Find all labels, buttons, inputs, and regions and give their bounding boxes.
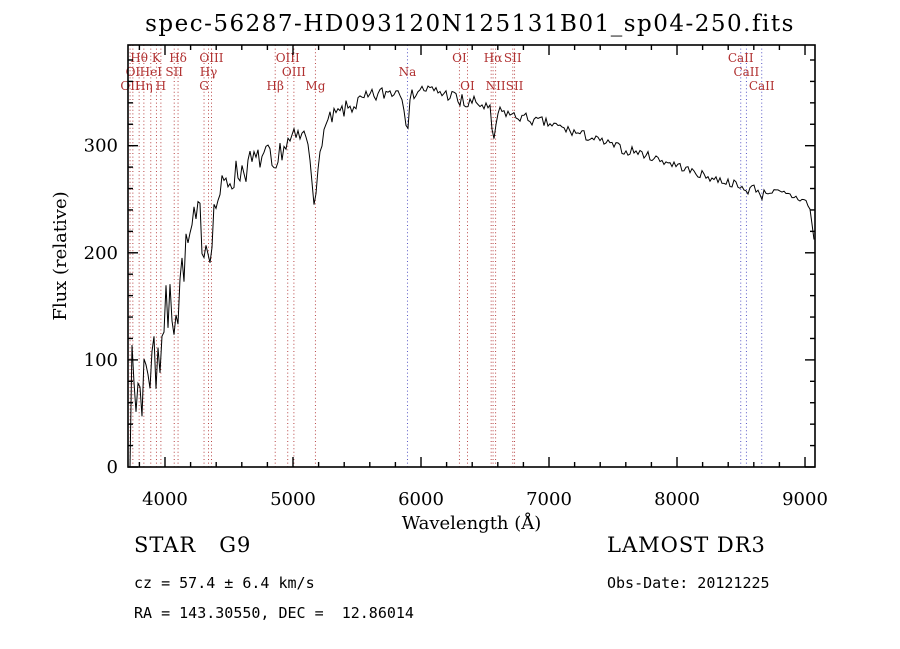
spectral-line-label: OIII [276, 51, 300, 65]
y-tick-label: 300 [84, 136, 118, 157]
spectral-line-label: SII [165, 65, 183, 79]
spectral-line-label: Hβ [267, 79, 284, 93]
spectral-line-label: Hη [135, 79, 153, 93]
y-tick-label: 100 [84, 350, 118, 371]
spectral-line-label: Hδ [169, 51, 187, 65]
spectral-line-label: K [152, 51, 162, 65]
spectral-line-label: SII [504, 51, 522, 65]
spectral-lines [129, 45, 763, 467]
x-tick-label: 9000 [782, 489, 828, 510]
spectral-line-label: SII [506, 79, 524, 93]
spectral-line-label: H [156, 79, 166, 93]
x-tick-label: 4000 [142, 489, 188, 510]
spectral-line-label: Hθ [130, 51, 148, 65]
x-tick-label: 7000 [526, 489, 572, 510]
spectral-line-label: NII [486, 79, 506, 93]
ra-dec-text: RA = 143.30550, DEC = 12.86014 [134, 604, 414, 622]
spectral-line-label: Hα [484, 51, 503, 65]
classification-text: STAR G9 [134, 533, 252, 557]
plot-frame [127, 44, 816, 468]
y-axis-label: Flux (relative) [50, 191, 71, 320]
x-axis-label: Wavelength (Å) [402, 512, 542, 534]
redshift-velocity-text: cz = 57.4 ± 6.4 km/s [134, 574, 315, 592]
spectral-line-label: Hγ [200, 65, 218, 79]
survey-release-text: LAMOST DR3 [607, 533, 766, 557]
spectral-line-label: Na [399, 65, 417, 79]
spectral-line-label: CaII [728, 51, 754, 65]
spectral-line-label: OI [460, 79, 475, 93]
figure-title: spec-56287-HD093120N125131B01_sp04-250.f… [145, 11, 795, 37]
x-tick-label: 5000 [270, 489, 316, 510]
y-tick-label: 0 [107, 457, 118, 478]
obs-date-text: Obs-Date: 20121225 [607, 574, 770, 592]
spectral-line-label: G [199, 79, 209, 93]
spectral-line-label: OII [120, 79, 140, 93]
spectral-line-label: CaII [749, 79, 775, 93]
x-tick-label: 8000 [654, 489, 700, 510]
spectral-line-label: OIII [199, 51, 223, 65]
spectral-line-label: HeI [140, 65, 163, 79]
spectral-line-label: Mg [305, 79, 325, 93]
axes: 4000 5000 6000 7000 8000 9000 0 100 200 300 Wavele… [50, 44, 828, 534]
spectral-line-label: CaII [733, 65, 759, 79]
spectrum-trace [128, 85, 815, 468]
spectral-line-label: OI [452, 51, 467, 65]
spectral-line-label: OIII [282, 65, 306, 79]
y-tick-label: 200 [84, 243, 118, 264]
x-tick-label: 6000 [398, 489, 444, 510]
spectral-line-label: OI [126, 65, 141, 79]
